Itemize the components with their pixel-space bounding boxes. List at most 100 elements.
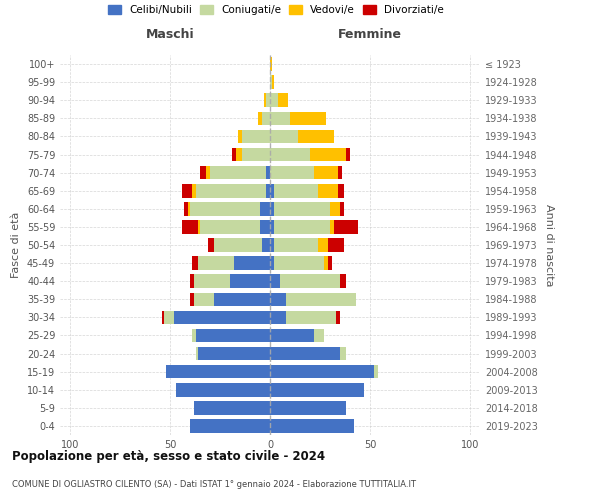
Bar bbox=[270, 166, 314, 179]
Bar bbox=[270, 401, 346, 414]
Bar bbox=[324, 256, 328, 270]
Bar bbox=[346, 148, 350, 162]
Bar bbox=[338, 166, 342, 179]
Bar bbox=[270, 148, 310, 162]
Bar bbox=[318, 184, 338, 198]
Text: COMUNE DI OGLIASTRO CILENTO (SA) - Dati ISTAT 1° gennaio 2024 - Elaborazione TUT: COMUNE DI OGLIASTRO CILENTO (SA) - Dati … bbox=[12, 480, 416, 489]
Bar bbox=[162, 310, 164, 324]
Bar bbox=[230, 274, 270, 288]
Bar bbox=[190, 202, 260, 215]
Bar bbox=[270, 220, 274, 234]
Bar bbox=[270, 292, 286, 306]
Bar bbox=[192, 184, 196, 198]
Bar bbox=[310, 148, 346, 162]
Bar bbox=[314, 166, 338, 179]
Bar bbox=[192, 328, 196, 342]
Legend: Celibi/Nubili, Coniugati/e, Vedovi/e, Divorziati/e: Celibi/Nubili, Coniugati/e, Vedovi/e, Di… bbox=[108, 5, 444, 15]
Bar bbox=[196, 184, 266, 198]
Bar bbox=[274, 184, 318, 198]
Bar bbox=[214, 292, 270, 306]
Bar bbox=[338, 184, 344, 198]
Bar bbox=[190, 274, 194, 288]
Bar bbox=[232, 148, 236, 162]
Bar bbox=[270, 256, 274, 270]
Bar bbox=[238, 130, 242, 143]
Bar bbox=[272, 76, 274, 89]
Bar bbox=[260, 220, 270, 234]
Text: Popolazione per età, sesso e stato civile - 2024: Popolazione per età, sesso e stato civil… bbox=[12, 450, 325, 463]
Bar bbox=[234, 256, 270, 270]
Bar bbox=[198, 347, 270, 360]
Bar bbox=[192, 256, 198, 270]
Bar bbox=[270, 238, 274, 252]
Bar bbox=[270, 365, 374, 378]
Bar bbox=[340, 347, 346, 360]
Bar bbox=[340, 274, 346, 288]
Bar bbox=[286, 292, 356, 306]
Bar bbox=[164, 310, 174, 324]
Text: Femmine: Femmine bbox=[338, 28, 402, 40]
Bar bbox=[270, 94, 278, 107]
Bar bbox=[182, 184, 192, 198]
Bar bbox=[274, 202, 330, 215]
Bar bbox=[270, 58, 272, 71]
Bar bbox=[264, 94, 266, 107]
Bar bbox=[262, 238, 270, 252]
Bar bbox=[328, 238, 344, 252]
Bar bbox=[336, 310, 340, 324]
Bar bbox=[270, 347, 340, 360]
Bar bbox=[270, 383, 364, 396]
Bar bbox=[198, 256, 234, 270]
Bar bbox=[286, 310, 336, 324]
Bar bbox=[318, 238, 328, 252]
Bar bbox=[262, 112, 270, 125]
Bar bbox=[278, 94, 288, 107]
Bar bbox=[242, 130, 270, 143]
Bar bbox=[260, 202, 270, 215]
Bar bbox=[270, 112, 290, 125]
Bar bbox=[334, 220, 358, 234]
Bar bbox=[270, 202, 274, 215]
Bar bbox=[270, 328, 314, 342]
Bar bbox=[280, 274, 340, 288]
Bar bbox=[258, 112, 262, 125]
Bar bbox=[200, 220, 260, 234]
Bar bbox=[270, 310, 286, 324]
Bar bbox=[214, 238, 262, 252]
Bar bbox=[236, 148, 242, 162]
Bar bbox=[270, 130, 298, 143]
Bar bbox=[274, 256, 324, 270]
Bar bbox=[176, 383, 270, 396]
Bar bbox=[266, 94, 270, 107]
Bar bbox=[210, 166, 266, 179]
Y-axis label: Fasce di età: Fasce di età bbox=[11, 212, 21, 278]
Bar bbox=[266, 166, 270, 179]
Bar bbox=[274, 220, 330, 234]
Bar bbox=[198, 220, 200, 234]
Bar bbox=[374, 365, 378, 378]
Bar bbox=[184, 202, 188, 215]
Bar bbox=[340, 202, 344, 215]
Bar bbox=[190, 292, 194, 306]
Bar bbox=[174, 310, 270, 324]
Bar bbox=[314, 328, 324, 342]
Y-axis label: Anni di nascita: Anni di nascita bbox=[544, 204, 554, 286]
Bar bbox=[242, 148, 270, 162]
Bar bbox=[270, 274, 280, 288]
Bar bbox=[194, 292, 214, 306]
Bar bbox=[196, 328, 270, 342]
Bar bbox=[274, 238, 318, 252]
Bar bbox=[290, 112, 326, 125]
Bar bbox=[266, 184, 270, 198]
Bar bbox=[188, 202, 190, 215]
Bar bbox=[298, 130, 334, 143]
Bar bbox=[270, 76, 272, 89]
Bar bbox=[166, 365, 270, 378]
Bar bbox=[200, 166, 206, 179]
Bar bbox=[194, 401, 270, 414]
Bar bbox=[194, 274, 230, 288]
Bar bbox=[330, 202, 340, 215]
Bar bbox=[270, 419, 354, 432]
Bar bbox=[206, 166, 210, 179]
Bar bbox=[328, 256, 332, 270]
